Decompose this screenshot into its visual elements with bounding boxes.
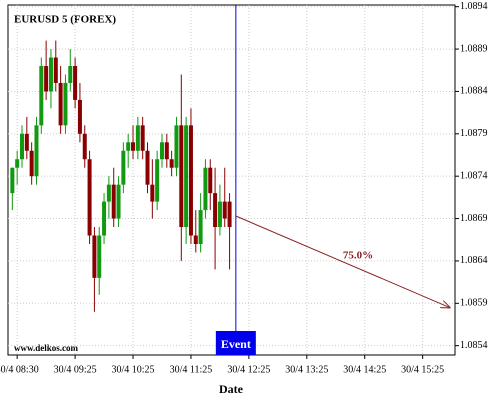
y-tick-label: 1.0859 xyxy=(460,298,488,309)
candle-body xyxy=(116,184,121,219)
candle-body xyxy=(222,201,227,219)
candle-body xyxy=(68,66,73,83)
candle-body xyxy=(184,125,189,228)
candle-body xyxy=(87,159,92,236)
candle-body xyxy=(53,57,58,83)
candle-body xyxy=(106,184,111,202)
y-tick-label: 1.0869 xyxy=(460,213,488,224)
candle-body xyxy=(111,184,116,219)
x-tick-label: 30/4 09:25 xyxy=(54,364,97,375)
event-label: Event xyxy=(221,337,251,351)
candle-body xyxy=(140,125,145,151)
x-axis-label: Date xyxy=(219,382,244,396)
candle-body xyxy=(217,201,222,228)
candle-body xyxy=(213,193,218,228)
candle-body xyxy=(19,133,24,160)
candle-body xyxy=(164,142,169,160)
candle-body xyxy=(131,142,136,151)
candle-body xyxy=(48,57,53,92)
chart-title: EURUSD 5 (FOREX) xyxy=(14,14,116,26)
candle-body xyxy=(227,201,232,228)
candle-body xyxy=(97,235,102,278)
candle-body xyxy=(208,167,213,194)
candle-body xyxy=(145,150,150,185)
x-tick-label: 30/4 10:25 xyxy=(111,364,154,375)
y-tick-label: 1.0874 xyxy=(460,170,488,181)
candle-body xyxy=(126,142,131,151)
candle-body xyxy=(10,167,15,194)
candle-body xyxy=(198,210,203,244)
x-tick-label: 30/4 12:25 xyxy=(227,364,270,375)
candle-body xyxy=(24,133,29,151)
candle-body xyxy=(174,125,179,168)
candle-body xyxy=(44,66,49,92)
candle-body xyxy=(73,66,78,100)
candle-body xyxy=(77,99,82,134)
candle-body xyxy=(58,82,63,126)
candle-body xyxy=(155,159,160,202)
candle-body xyxy=(102,201,107,236)
candle-body xyxy=(29,150,34,177)
forecast-label: 75.0% xyxy=(343,250,373,262)
x-tick-label: 30/4 11:25 xyxy=(170,364,213,375)
candle-body xyxy=(169,159,174,168)
candle-body xyxy=(39,66,44,126)
candle-body xyxy=(15,159,20,168)
y-tick-label: 1.0864 xyxy=(460,255,488,266)
candle-body xyxy=(135,125,140,151)
candle-body xyxy=(82,133,87,160)
watermark: www.delkos.com xyxy=(14,343,79,353)
candle-body xyxy=(63,82,68,126)
x-tick-label: 30/4 13:25 xyxy=(285,364,328,375)
candle-body xyxy=(92,235,97,278)
y-tick-label: 1.0854 xyxy=(460,340,488,351)
y-tick-label: 1.0879 xyxy=(460,128,488,139)
forecast-arrow xyxy=(235,215,450,308)
candle-body xyxy=(121,150,126,185)
candle-body xyxy=(188,125,193,236)
candle-body xyxy=(179,125,184,228)
y-tick-label: 1.0894 xyxy=(460,1,488,12)
candle-body xyxy=(150,184,155,202)
event-box xyxy=(215,331,256,355)
x-tick-label: 30/4 08:30 xyxy=(0,364,39,375)
candle-body xyxy=(34,125,39,177)
y-tick-label: 1.0889 xyxy=(460,43,488,54)
y-tick-label: 1.0884 xyxy=(460,86,488,97)
x-tick-label: 30/4 14:25 xyxy=(343,364,386,375)
x-tick-label: 30/4 15:25 xyxy=(401,364,444,375)
candle-body xyxy=(203,167,208,211)
candle-body xyxy=(193,235,198,244)
candle-body xyxy=(159,142,164,160)
